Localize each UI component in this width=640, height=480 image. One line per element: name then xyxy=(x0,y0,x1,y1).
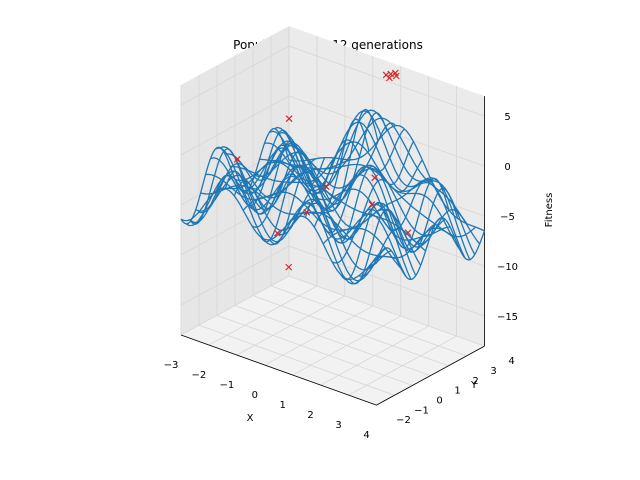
y-grid-floor xyxy=(252,295,449,367)
y-tick-label: 2 xyxy=(472,376,478,387)
wire-line-constant-y xyxy=(195,174,392,271)
marker-stroke xyxy=(382,71,390,79)
y-grid-floor xyxy=(288,275,485,347)
wire-line-constant-y xyxy=(200,184,397,260)
axes-panes xyxy=(181,26,485,406)
wire-line-constant-y xyxy=(205,173,402,269)
x-tick-label: 0 xyxy=(252,390,258,401)
y-axis-line xyxy=(376,345,485,406)
population-marker xyxy=(322,183,330,190)
y-tick-label: 1 xyxy=(454,386,460,397)
wire-line-constant-y xyxy=(239,147,436,250)
y-tick-label: 3 xyxy=(490,366,496,377)
marker-stroke xyxy=(285,115,293,123)
marker-stroke xyxy=(391,69,399,77)
population-marker xyxy=(385,74,393,82)
wire-line-constant-y xyxy=(190,170,387,282)
marker-stroke xyxy=(322,183,330,190)
marker-stroke xyxy=(387,70,395,78)
wire-line-constant-y xyxy=(288,124,485,232)
y-tick-label: −2 xyxy=(396,415,411,426)
marker-stroke xyxy=(303,208,311,216)
population-marker xyxy=(303,208,311,216)
wire-line-constant-y xyxy=(249,142,446,248)
z-grid-back xyxy=(288,245,485,317)
wire-line-constant-y xyxy=(284,117,481,245)
marker-stroke xyxy=(368,201,376,208)
z-axis-label: Fitness xyxy=(544,193,555,228)
wire-line-constant-y xyxy=(234,161,431,241)
z-grid-left xyxy=(180,95,290,156)
marker-stroke xyxy=(273,229,281,237)
y-axis-label: Y xyxy=(470,380,478,391)
z-grid-left xyxy=(180,45,290,106)
y-grid-floor xyxy=(234,305,431,376)
wire-line-constant-y xyxy=(254,151,451,236)
population-marker xyxy=(233,155,241,163)
population-marker xyxy=(368,201,376,208)
marker-stroke xyxy=(285,263,293,271)
y-tick-label: 0 xyxy=(436,395,442,406)
x-tick-label: 3 xyxy=(335,420,341,431)
x-tick-label: −3 xyxy=(164,360,179,371)
z-tick-label: 5 xyxy=(504,112,510,123)
x-axis-line xyxy=(180,334,377,406)
x-tick-label: −1 xyxy=(220,380,235,391)
population-marker xyxy=(392,72,400,80)
marker-stroke xyxy=(404,229,412,237)
wire-line-constant-y xyxy=(185,174,382,285)
fitness-surface-wireframe xyxy=(180,108,486,285)
population-marker xyxy=(371,174,379,182)
x-tick-label: 4 xyxy=(363,430,369,441)
z-tick-label: −10 xyxy=(497,262,518,273)
wire-line-constant-y xyxy=(259,158,456,239)
axis-lines xyxy=(180,96,485,406)
x-tick-label: −2 xyxy=(192,370,207,381)
population-marker xyxy=(285,263,293,271)
z-grid-left xyxy=(180,245,290,306)
y-grid-floor xyxy=(270,285,467,357)
marker-stroke xyxy=(392,72,400,80)
wire-line-constant-y xyxy=(220,146,417,276)
population-marker xyxy=(404,229,412,237)
x-axis-label: X xyxy=(247,413,254,424)
z-tick-label: −15 xyxy=(497,312,518,323)
marker-stroke xyxy=(233,155,241,163)
x-tick-label: 1 xyxy=(280,400,286,411)
population-marker xyxy=(285,115,293,123)
wire-line-constant-y xyxy=(274,110,471,260)
y-tick-label: −1 xyxy=(414,405,429,416)
wire-line-constant-y xyxy=(279,109,476,255)
marker-stroke xyxy=(385,74,393,82)
population-marker xyxy=(273,229,281,237)
x-tick-label: 2 xyxy=(307,410,313,421)
wire-line-constant-y xyxy=(264,141,461,251)
y-tick-label: 4 xyxy=(508,356,514,367)
y-grid-floor xyxy=(216,314,413,386)
z-tick-label: 0 xyxy=(504,162,510,173)
population-markers xyxy=(233,69,412,271)
z-tick-label: −5 xyxy=(500,212,515,223)
marker-stroke xyxy=(371,174,379,182)
y-grid-floor xyxy=(198,324,395,396)
